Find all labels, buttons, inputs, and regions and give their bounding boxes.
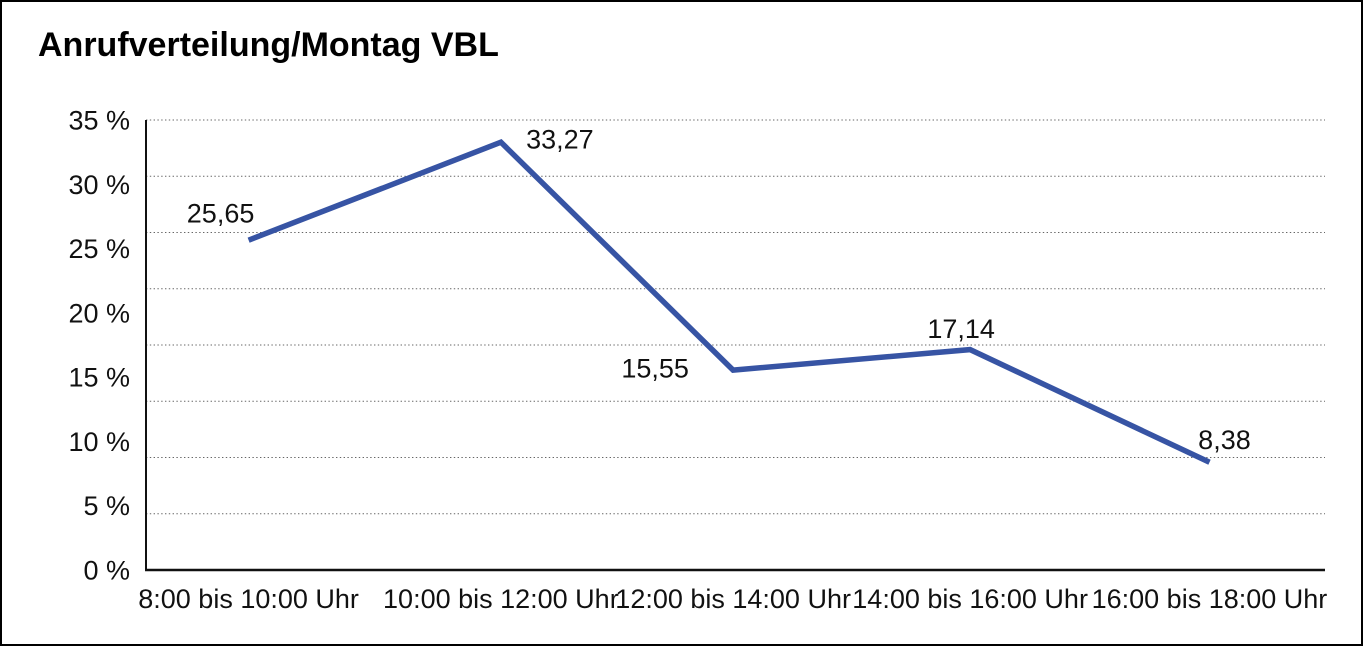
x-category-label: 12:00 bis 14:00 Uhr bbox=[615, 584, 851, 614]
y-tick-label: 25 % bbox=[68, 234, 130, 264]
chart-title: Anrufverteilung/Montag VBL bbox=[38, 26, 499, 64]
series-line bbox=[247, 138, 1211, 465]
x-category-label: 10:00 bis 12:00 Uhr bbox=[383, 584, 619, 614]
y-tick-label: 30 % bbox=[68, 170, 130, 200]
y-tick-label: 10 % bbox=[68, 427, 130, 457]
data-point-label: 15,55 bbox=[621, 354, 689, 384]
gridlines bbox=[146, 119, 1325, 515]
series-line-group bbox=[247, 138, 1211, 465]
data-point-label: 17,14 bbox=[927, 314, 995, 344]
y-axis-tick-labels: 35 % 30 % 25 % 20 % 15 % 10 % 5 % 0 % bbox=[68, 106, 130, 586]
data-point-labels: 25,65 33,27 15,55 17,14 8,38 bbox=[187, 125, 1251, 455]
x-category-label: 16:00 bis 18:00 Uhr bbox=[1092, 584, 1328, 614]
data-point-label: 8,38 bbox=[1198, 425, 1251, 455]
axes bbox=[145, 120, 1325, 572]
x-category-label: 14:00 bis 16:00 Uhr bbox=[852, 584, 1088, 614]
x-category-label: 8:00 bis 10:00 Uhr bbox=[138, 584, 359, 614]
y-tick-label: 15 % bbox=[68, 363, 130, 393]
y-tick-label: 35 % bbox=[68, 106, 130, 136]
data-point-label: 25,65 bbox=[187, 199, 255, 229]
y-tick-label: 0 % bbox=[83, 556, 130, 586]
x-axis-category-labels: 8:00 bis 10:00 Uhr 10:00 bis 12:00 Uhr12:… bbox=[138, 584, 1327, 614]
data-point-label: 33,27 bbox=[526, 125, 594, 155]
y-tick-label: 20 % bbox=[68, 298, 130, 328]
y-tick-label: 5 % bbox=[83, 491, 130, 521]
